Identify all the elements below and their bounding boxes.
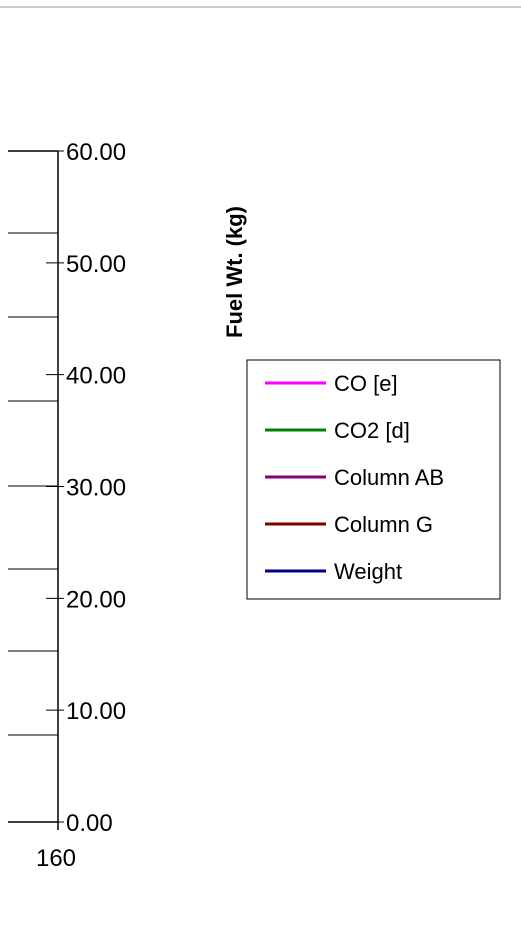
y-tick-label: 0.00 — [66, 810, 113, 837]
legend-label: CO [e] — [334, 371, 398, 396]
legend-items: CO [e] CO2 [d] Column AB Column G Weight — [265, 371, 444, 584]
y-tick-label: 40.00 — [66, 363, 126, 390]
legend-box — [246, 359, 501, 600]
y-tick-label: 20.00 — [66, 586, 126, 613]
legend-label: CO2 [d] — [334, 418, 410, 443]
legend-label: Weight — [334, 559, 402, 584]
y-axis-label: Fuel Wt. (kg) — [222, 206, 247, 338]
legend: CO [e] CO2 [d] Column AB Column G Weight — [246, 359, 501, 600]
legend-label: Column G — [334, 512, 433, 537]
x-tick-label: 160 — [36, 845, 76, 872]
y-tick-label: 30.00 — [66, 475, 126, 502]
y-tick-label: 50.00 — [66, 251, 126, 278]
y-tick-label: 60.00 — [66, 139, 126, 166]
y-tick-label: 10.00 — [66, 698, 126, 725]
legend-label: Column AB — [334, 465, 444, 490]
y-ticks: 60.00 50.00 40.00 30.00 20.00 10.00 0.00 — [46, 139, 126, 837]
